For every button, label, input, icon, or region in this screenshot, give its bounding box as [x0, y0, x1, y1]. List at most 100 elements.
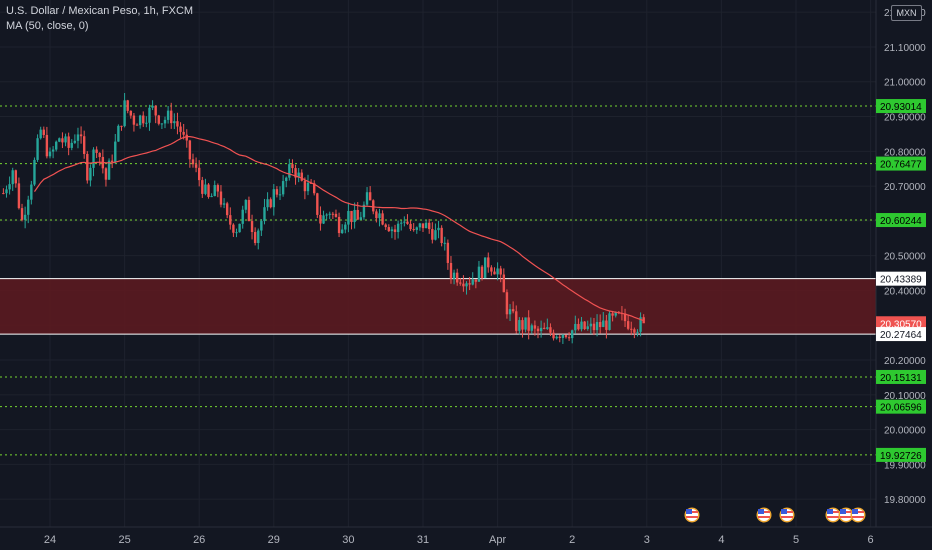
candle-down — [142, 115, 145, 124]
candle-up — [614, 312, 617, 316]
candle-down — [334, 213, 338, 217]
candle-up — [639, 317, 642, 332]
candle-down — [247, 200, 251, 222]
candle-down — [253, 232, 257, 243]
candle-up — [163, 119, 167, 124]
price-tick-label: 21.10000 — [884, 43, 926, 54]
candle-up — [11, 170, 14, 185]
candle-down — [45, 134, 49, 157]
currency-badge[interactable]: MXN — [891, 5, 922, 21]
candle-down — [294, 168, 297, 178]
candle-up — [359, 217, 363, 220]
candle-down — [480, 266, 484, 278]
price-tick-label: 19.80000 — [884, 495, 926, 506]
candle-up — [257, 230, 260, 243]
candle-up — [452, 272, 456, 279]
candle-down — [626, 321, 630, 329]
candle-down — [499, 268, 502, 275]
level-price-label-bg — [876, 369, 926, 384]
us-flag-icon[interactable] — [850, 507, 866, 523]
zone-top-price-label-bg — [876, 271, 926, 286]
candle-up — [145, 122, 148, 124]
candle-up — [418, 223, 422, 228]
candle-down — [303, 180, 307, 192]
candle-up — [36, 138, 39, 160]
candle-down — [428, 222, 431, 230]
candle-up — [530, 325, 533, 331]
candle-down — [194, 164, 198, 168]
candle-down — [549, 327, 552, 333]
us-flag-icon[interactable] — [684, 507, 700, 523]
time-tick-label: 4 — [718, 534, 724, 546]
candle-up — [424, 222, 428, 229]
candle-down — [269, 199, 272, 208]
candles-group — [2, 93, 645, 344]
time-tick-label: 30 — [342, 534, 354, 546]
candle-up — [508, 309, 512, 315]
us-flag-icon[interactable] — [756, 507, 772, 523]
candle-down — [291, 164, 294, 169]
price-tick-label: 20.90000 — [884, 113, 926, 124]
candle-down — [431, 229, 434, 240]
candle-down — [176, 121, 179, 127]
candle-down — [219, 191, 223, 205]
level-price-label: 20.60244 — [880, 216, 922, 227]
candle-up — [272, 189, 275, 208]
candle-up — [89, 167, 92, 181]
candle-down — [250, 221, 254, 233]
us-flag-icon[interactable] — [825, 507, 841, 523]
candle-down — [67, 136, 70, 148]
candle-down — [126, 100, 129, 111]
candle-down — [440, 227, 443, 243]
candle-down — [201, 180, 204, 194]
candle-up — [362, 204, 366, 218]
candle-down — [319, 214, 322, 224]
candle-down — [515, 311, 518, 331]
candle-up — [204, 184, 207, 194]
candle-down — [487, 257, 490, 268]
candle-down — [216, 185, 220, 192]
candle-up — [288, 164, 291, 178]
candle-down — [387, 227, 391, 232]
candle-up — [114, 141, 117, 162]
candle-up — [30, 184, 33, 200]
time-tick-label: 2 — [569, 534, 575, 546]
chart-legend: U.S. Dollar / Mexican Peso, 1h, FXCM MA … — [6, 4, 193, 34]
candle-down — [372, 200, 375, 212]
candle-up — [325, 214, 328, 216]
candle-up — [403, 221, 406, 223]
candle-up — [539, 327, 543, 332]
candle-down — [521, 320, 524, 330]
candle-down — [605, 320, 608, 330]
level-price-label: 20.06596 — [880, 403, 922, 414]
candle-down — [406, 221, 409, 224]
moving-average-line — [34, 136, 644, 322]
candle-up — [73, 140, 77, 143]
time-tick-label: 26 — [193, 534, 205, 546]
candle-down — [583, 321, 586, 330]
candle-down — [182, 131, 185, 135]
candle-up — [241, 209, 244, 224]
candle-up — [477, 266, 481, 282]
level-price-label: 20.76477 — [880, 160, 922, 171]
candle-up — [244, 200, 248, 210]
candle-up — [340, 229, 344, 234]
candle-down — [20, 208, 24, 220]
candle-down — [14, 170, 18, 184]
price-tick-label: 20.70000 — [884, 182, 926, 193]
candle-down — [455, 272, 459, 283]
candle-down — [98, 152, 101, 157]
candle-up — [471, 279, 474, 285]
candle-up — [33, 159, 36, 185]
candle-down — [157, 115, 160, 124]
candle-up — [160, 123, 164, 125]
candle-down — [368, 192, 372, 201]
us-flag-icon[interactable] — [838, 507, 854, 523]
time-axis-background — [0, 527, 932, 550]
price-tick-label: 20.40000 — [884, 286, 926, 297]
candle-down — [79, 134, 83, 137]
level-price-label-bg — [876, 399, 926, 414]
candle-down — [384, 224, 387, 228]
us-flag-icon[interactable] — [779, 507, 795, 523]
